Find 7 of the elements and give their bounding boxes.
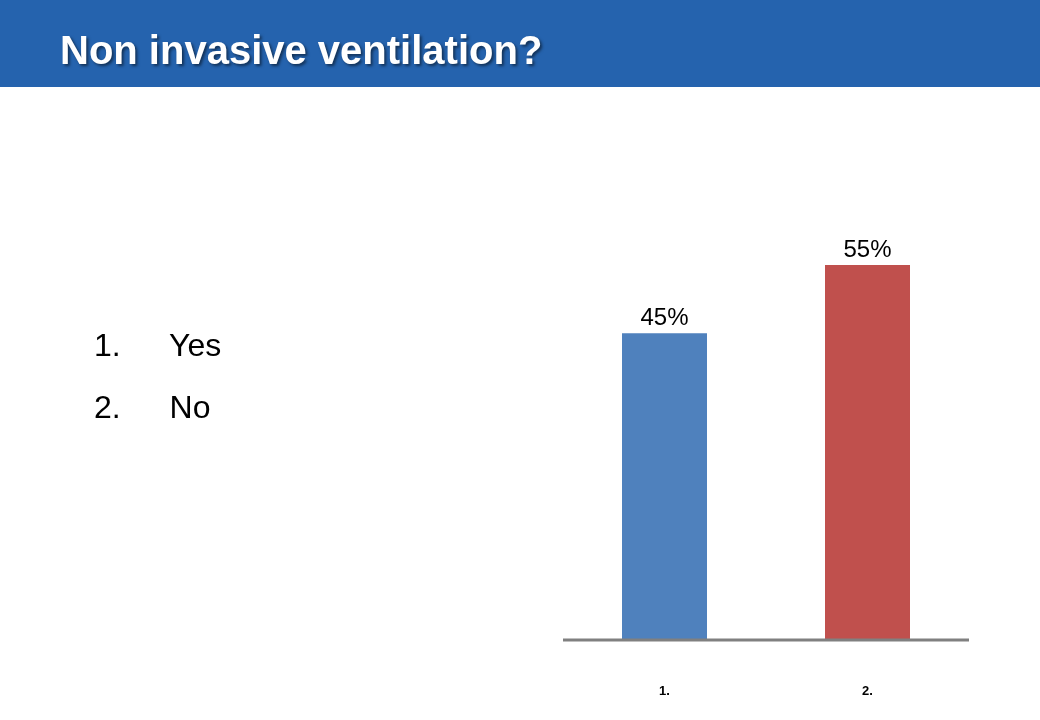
text: 2. No — [94, 389, 211, 426]
data-label: 45% — [640, 303, 689, 331]
chart-title: Non invasive ventilation? — [60, 28, 543, 73]
data-label: 55% — [843, 235, 892, 262]
text: 1. Yes — [94, 327, 222, 364]
x-tick-label: 1. — [659, 683, 670, 699]
x-tick-label: 2. — [862, 683, 873, 699]
